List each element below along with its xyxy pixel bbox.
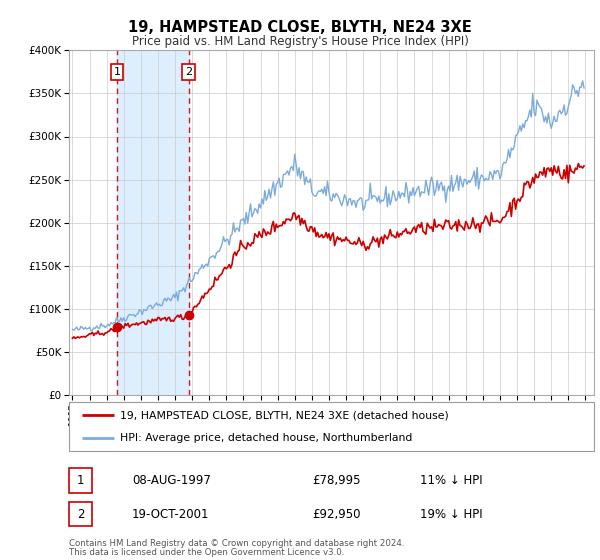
Text: 19, HAMPSTEAD CLOSE, BLYTH, NE24 3XE: 19, HAMPSTEAD CLOSE, BLYTH, NE24 3XE	[128, 20, 472, 35]
Text: 19% ↓ HPI: 19% ↓ HPI	[420, 507, 482, 521]
Bar	[117, 50, 189, 395]
Text: 2: 2	[77, 507, 84, 521]
Text: Contains HM Land Registry data © Crown copyright and database right 2024.: Contains HM Land Registry data © Crown c…	[69, 539, 404, 548]
Text: £78,995: £78,995	[312, 474, 361, 487]
Text: 08-AUG-1997: 08-AUG-1997	[132, 474, 211, 487]
Text: 19-OCT-2001: 19-OCT-2001	[132, 507, 209, 521]
Text: Price paid vs. HM Land Registry's House Price Index (HPI): Price paid vs. HM Land Registry's House …	[131, 35, 469, 48]
Text: 2: 2	[185, 67, 192, 77]
Text: 1: 1	[113, 67, 121, 77]
Text: 1: 1	[77, 474, 84, 487]
Text: £92,950: £92,950	[312, 507, 361, 521]
Text: This data is licensed under the Open Government Licence v3.0.: This data is licensed under the Open Gov…	[69, 548, 344, 557]
Text: 11% ↓ HPI: 11% ↓ HPI	[420, 474, 482, 487]
Text: HPI: Average price, detached house, Northumberland: HPI: Average price, detached house, Nort…	[121, 433, 413, 444]
Text: 19, HAMPSTEAD CLOSE, BLYTH, NE24 3XE (detached house): 19, HAMPSTEAD CLOSE, BLYTH, NE24 3XE (de…	[121, 410, 449, 421]
